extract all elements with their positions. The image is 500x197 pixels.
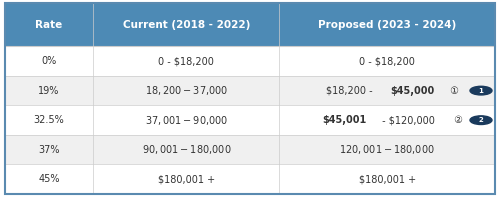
Text: $37,001 - $90,000: $37,001 - $90,000 (144, 114, 228, 127)
Bar (5, 46, 93, 76)
Bar (93, 105, 280, 135)
Bar (93, 135, 280, 164)
Text: 45%: 45% (38, 174, 60, 184)
Text: $18,200 -: $18,200 - (326, 86, 376, 96)
Text: 0%: 0% (42, 56, 56, 66)
Bar (5, 3, 93, 46)
Text: Rate: Rate (36, 20, 62, 30)
Text: 0 - $18,200: 0 - $18,200 (360, 56, 415, 66)
Bar (280, 3, 495, 46)
Text: $18,200 - $37,000: $18,200 - $37,000 (144, 84, 228, 97)
Text: Current (2018 - 2022): Current (2018 - 2022) (122, 20, 250, 30)
Text: ②: ② (451, 115, 463, 125)
Bar (5, 105, 93, 135)
Text: 19%: 19% (38, 86, 60, 96)
Text: 1: 1 (478, 88, 484, 94)
Bar (93, 46, 280, 76)
Text: 2: 2 (478, 117, 484, 123)
Bar (280, 76, 495, 105)
Text: $120,001 - $180,000: $120,001 - $180,000 (340, 143, 435, 156)
Text: ①: ① (447, 86, 459, 96)
Text: 37%: 37% (38, 145, 60, 155)
Text: $45,000: $45,000 (390, 86, 434, 96)
Bar (5, 135, 93, 164)
Circle shape (470, 86, 492, 95)
Bar (5, 76, 93, 105)
Bar (5, 164, 93, 194)
Bar (280, 105, 495, 135)
Text: - $120,000: - $120,000 (379, 115, 434, 125)
Circle shape (470, 116, 492, 125)
Text: $180,001 +: $180,001 + (158, 174, 215, 184)
Bar (93, 76, 280, 105)
Text: $90,001 - $180,000: $90,001 - $180,000 (142, 143, 231, 156)
Text: $45,001: $45,001 (322, 115, 366, 125)
Text: Proposed (2023 - 2024): Proposed (2023 - 2024) (318, 20, 456, 30)
Text: 32.5%: 32.5% (34, 115, 64, 125)
Bar (280, 135, 495, 164)
Bar (280, 46, 495, 76)
Text: $180,001 +: $180,001 + (358, 174, 416, 184)
Bar (280, 164, 495, 194)
Bar (93, 3, 280, 46)
Bar (93, 164, 280, 194)
Text: 0 - $18,200: 0 - $18,200 (158, 56, 214, 66)
